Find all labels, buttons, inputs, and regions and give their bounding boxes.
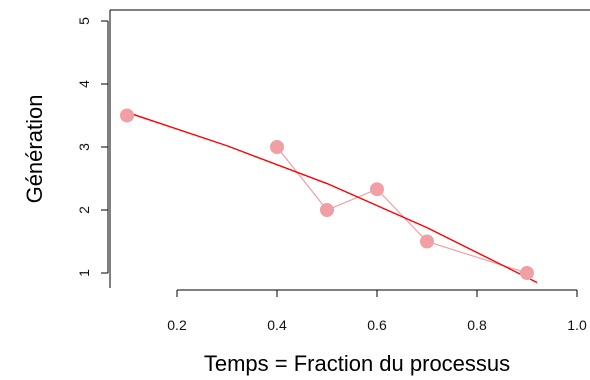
data-point bbox=[520, 266, 534, 280]
x-axis: 0.2 0.4 0.6 0.8 1.0 bbox=[167, 289, 587, 333]
y-tick-label: 1 bbox=[76, 269, 92, 277]
data-point bbox=[320, 203, 334, 217]
y-tick-label: 5 bbox=[76, 17, 92, 25]
x-tick-label: 0.6 bbox=[367, 317, 387, 333]
data-points-layer bbox=[120, 108, 534, 280]
y-tick-label: 2 bbox=[76, 206, 92, 214]
x-tick-label: 0.2 bbox=[167, 317, 187, 333]
connecting-line bbox=[276, 146, 528, 274]
x-axis-title: Temps = Fraction du processus bbox=[204, 351, 510, 376]
y-axis: 1 2 3 4 5 bbox=[76, 17, 109, 277]
connecting-line-layer bbox=[276, 146, 528, 274]
y-tick-label: 3 bbox=[76, 143, 92, 151]
data-point bbox=[370, 182, 384, 197]
plot-frame bbox=[109, 9, 590, 288]
data-point bbox=[270, 140, 284, 154]
x-tick-label: 1.0 bbox=[567, 317, 587, 333]
fitted-curve bbox=[126, 111, 538, 284]
x-tick-label: 0.8 bbox=[467, 317, 487, 333]
data-point bbox=[420, 234, 434, 249]
y-axis-title: Génération bbox=[22, 95, 47, 204]
fitted-curve-layer bbox=[126, 111, 538, 284]
x-tick-label: 0.4 bbox=[267, 317, 287, 333]
y-tick-label: 4 bbox=[76, 80, 92, 88]
data-point bbox=[120, 108, 134, 123]
